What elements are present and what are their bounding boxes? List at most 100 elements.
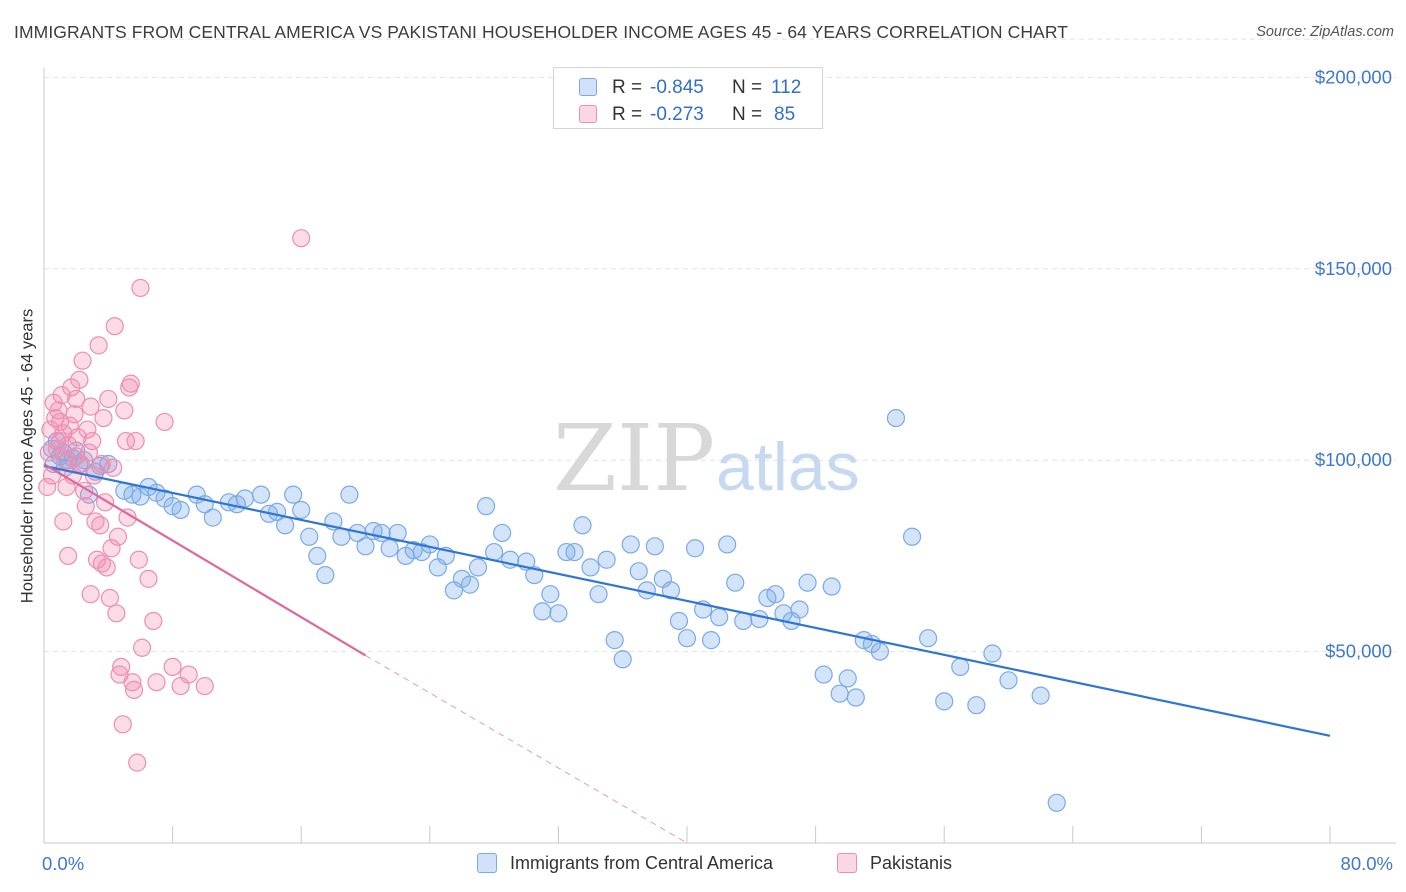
data-point (468, 558, 488, 577)
legend-swatch (837, 853, 857, 873)
series-pakistanis-points (38, 229, 311, 772)
data-point (144, 611, 163, 631)
data-point (710, 608, 729, 627)
data-point (645, 537, 664, 556)
data-point (669, 611, 689, 631)
data-point (886, 408, 906, 428)
y-tick-label: $100,000 (1315, 449, 1392, 470)
data-point (124, 680, 144, 699)
data-point (94, 408, 113, 428)
trend-line-pakistanis (43, 463, 367, 657)
data-point (76, 497, 95, 516)
source-note: Source: ZipAtlas.com (1256, 24, 1394, 40)
data-point (380, 539, 399, 558)
data-point (935, 692, 954, 711)
y-tick-labels: $50,000 $100,000 $150,000 $200,000 (1315, 66, 1392, 661)
data-point (951, 657, 970, 677)
data-point (171, 500, 190, 520)
data-point (83, 431, 102, 451)
data-point (78, 420, 97, 439)
gridlines (44, 38, 1396, 653)
data-point (597, 550, 616, 569)
data-point (139, 569, 158, 588)
watermark-zip: ZIP (553, 405, 715, 512)
data-point (677, 629, 697, 648)
data-point (621, 535, 640, 554)
n-value: 85 (774, 104, 796, 125)
data-point (113, 715, 132, 734)
n-label: N = (732, 77, 763, 98)
stats-row-pakistanis: R = -0.273 N = 85 (554, 101, 822, 129)
data-point (613, 650, 632, 669)
data-point (790, 600, 809, 619)
data-point (123, 673, 142, 692)
data-point (300, 527, 319, 546)
data-point (52, 386, 71, 405)
data-point (838, 669, 857, 688)
legend-label: Pakistanis (870, 853, 953, 873)
data-point (983, 644, 1002, 663)
data-point (59, 546, 78, 566)
stats-row-central-america: R = -0.845 N = 112 (554, 74, 822, 102)
stats-legend: R = -0.845 N = 112 R = -0.273 N = 85 (553, 67, 823, 129)
data-point (1047, 793, 1066, 812)
data-point (163, 657, 182, 677)
data-point (73, 351, 92, 370)
data-point (92, 554, 111, 573)
watermark: ZIP atlas (553, 405, 860, 512)
data-point (68, 428, 87, 447)
data-point (121, 374, 140, 393)
data-point (235, 489, 255, 508)
data-point (92, 454, 111, 474)
data-point (766, 585, 785, 604)
watermark-atlas: atlas (716, 429, 860, 505)
data-point (104, 458, 123, 477)
trend-lines (43, 463, 1331, 844)
data-point (726, 573, 745, 592)
legend-label: Immigrants from Central America (510, 853, 774, 873)
data-point (870, 642, 890, 661)
r-value: -0.845 (650, 77, 704, 98)
data-point (420, 535, 439, 554)
data-point (292, 500, 311, 520)
data-point (581, 558, 600, 577)
data-point (108, 527, 128, 546)
data-point (1031, 686, 1050, 705)
data-point (292, 229, 311, 248)
x-tick-label: 80.0% (1341, 853, 1393, 874)
legend-swatch (477, 853, 497, 873)
data-point (132, 638, 152, 657)
data-point (822, 577, 841, 596)
data-point (388, 523, 407, 543)
data-point (70, 370, 89, 389)
data-point (967, 696, 986, 715)
data-point (919, 629, 938, 648)
data-point (91, 516, 110, 535)
data-point (251, 485, 271, 504)
series-swatch (579, 105, 597, 123)
r-label: R = (612, 77, 643, 98)
data-point (750, 609, 769, 629)
x-tick-labels: 0.0% 80.0% (42, 853, 1393, 874)
data-point (798, 573, 817, 592)
data-point (89, 336, 108, 355)
data-point (81, 397, 100, 416)
data-point (702, 631, 721, 650)
data-point (99, 389, 118, 409)
series-swatch (579, 78, 597, 96)
data-point (541, 585, 560, 604)
y-tick-label: $50,000 (1325, 641, 1392, 662)
data-point (846, 688, 865, 707)
data-point (67, 389, 86, 409)
y-tick-label: $200,000 (1315, 66, 1392, 87)
data-point (195, 676, 214, 696)
data-point (116, 431, 136, 451)
data-point (50, 412, 70, 432)
data-point (340, 485, 359, 504)
data-point (81, 585, 100, 604)
chart-title: IMMIGRANTS FROM CENTRAL AMERICA VS PAKIS… (14, 22, 1069, 42)
n-label: N = (732, 104, 763, 125)
data-point (661, 581, 681, 600)
x-tick-label: 0.0% (42, 853, 84, 874)
